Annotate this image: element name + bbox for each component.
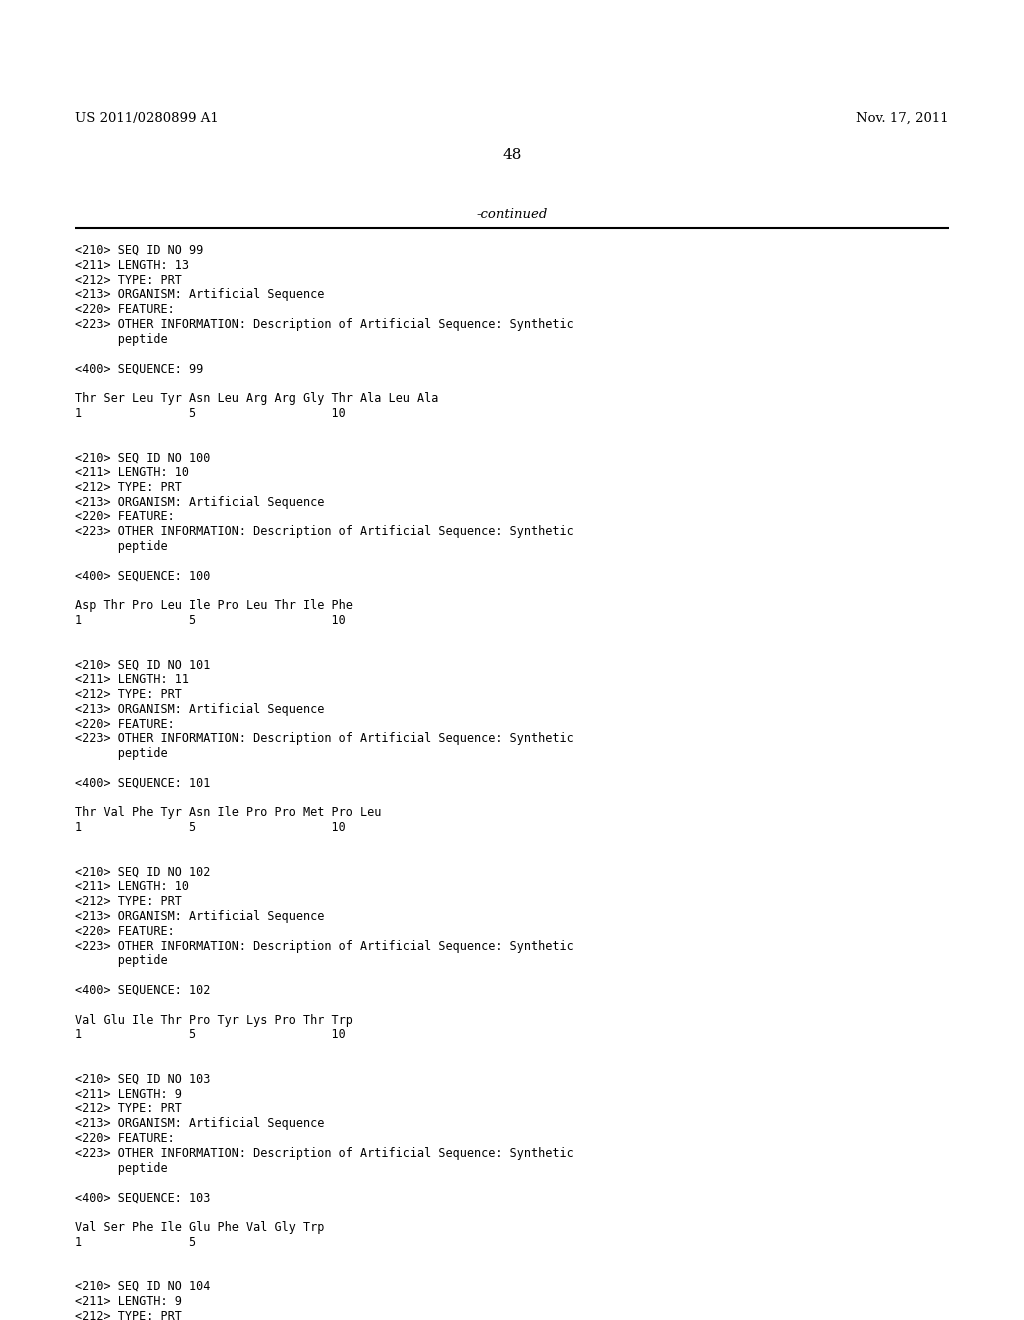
Text: peptide: peptide [75,954,168,968]
Text: 1               5: 1 5 [75,1236,197,1249]
Text: 1               5                   10: 1 5 10 [75,407,346,420]
Text: <211> LENGTH: 10: <211> LENGTH: 10 [75,880,189,894]
Text: <210> SEQ ID NO 103: <210> SEQ ID NO 103 [75,1073,210,1086]
Text: Val Glu Ile Thr Pro Tyr Lys Pro Thr Trp: Val Glu Ile Thr Pro Tyr Lys Pro Thr Trp [75,1014,353,1027]
Text: Val Ser Phe Ile Glu Phe Val Gly Trp: Val Ser Phe Ile Glu Phe Val Gly Trp [75,1221,325,1234]
Text: <210> SEQ ID NO 99: <210> SEQ ID NO 99 [75,244,203,257]
Text: 48: 48 [503,148,521,162]
Text: <400> SEQUENCE: 101: <400> SEQUENCE: 101 [75,776,210,789]
Text: peptide: peptide [75,540,168,553]
Text: <400> SEQUENCE: 103: <400> SEQUENCE: 103 [75,1191,210,1204]
Text: <220> FEATURE:: <220> FEATURE: [75,304,175,317]
Text: <220> FEATURE:: <220> FEATURE: [75,718,175,730]
Text: <210> SEQ ID NO 102: <210> SEQ ID NO 102 [75,866,210,879]
Text: <212> TYPE: PRT: <212> TYPE: PRT [75,480,182,494]
Text: <223> OTHER INFORMATION: Description of Artificial Sequence: Synthetic: <223> OTHER INFORMATION: Description of … [75,733,573,746]
Text: Nov. 17, 2011: Nov. 17, 2011 [856,112,949,125]
Text: <213> ORGANISM: Artificial Sequence: <213> ORGANISM: Artificial Sequence [75,1117,325,1130]
Text: <210> SEQ ID NO 100: <210> SEQ ID NO 100 [75,451,210,465]
Text: 1               5                   10: 1 5 10 [75,1028,346,1041]
Text: <212> TYPE: PRT: <212> TYPE: PRT [75,688,182,701]
Text: <210> SEQ ID NO 101: <210> SEQ ID NO 101 [75,659,210,672]
Text: <212> TYPE: PRT: <212> TYPE: PRT [75,273,182,286]
Text: <211> LENGTH: 9: <211> LENGTH: 9 [75,1088,182,1101]
Text: <212> TYPE: PRT: <212> TYPE: PRT [75,1102,182,1115]
Text: Thr Ser Leu Tyr Asn Leu Arg Arg Gly Thr Ala Leu Ala: Thr Ser Leu Tyr Asn Leu Arg Arg Gly Thr … [75,392,438,405]
Text: <400> SEQUENCE: 100: <400> SEQUENCE: 100 [75,570,210,582]
Text: peptide: peptide [75,747,168,760]
Text: peptide: peptide [75,333,168,346]
Text: <212> TYPE: PRT: <212> TYPE: PRT [75,1309,182,1320]
Text: <213> ORGANISM: Artificial Sequence: <213> ORGANISM: Artificial Sequence [75,495,325,508]
Text: <400> SEQUENCE: 102: <400> SEQUENCE: 102 [75,983,210,997]
Text: <220> FEATURE:: <220> FEATURE: [75,1133,175,1144]
Text: 1               5                   10: 1 5 10 [75,821,346,834]
Text: <220> FEATURE:: <220> FEATURE: [75,511,175,524]
Text: Asp Thr Pro Leu Ile Pro Leu Thr Ile Phe: Asp Thr Pro Leu Ile Pro Leu Thr Ile Phe [75,599,353,612]
Text: <210> SEQ ID NO 104: <210> SEQ ID NO 104 [75,1280,210,1294]
Text: <400> SEQUENCE: 99: <400> SEQUENCE: 99 [75,363,203,375]
Text: <223> OTHER INFORMATION: Description of Artificial Sequence: Synthetic: <223> OTHER INFORMATION: Description of … [75,318,573,331]
Text: <213> ORGANISM: Artificial Sequence: <213> ORGANISM: Artificial Sequence [75,288,325,301]
Text: -continued: -continued [476,209,548,220]
Text: <212> TYPE: PRT: <212> TYPE: PRT [75,895,182,908]
Text: <223> OTHER INFORMATION: Description of Artificial Sequence: Synthetic: <223> OTHER INFORMATION: Description of … [75,940,573,953]
Text: <211> LENGTH: 13: <211> LENGTH: 13 [75,259,189,272]
Text: peptide: peptide [75,1162,168,1175]
Text: <220> FEATURE:: <220> FEATURE: [75,925,175,937]
Text: Thr Val Phe Tyr Asn Ile Pro Pro Met Pro Leu: Thr Val Phe Tyr Asn Ile Pro Pro Met Pro … [75,807,381,820]
Text: <211> LENGTH: 11: <211> LENGTH: 11 [75,673,189,686]
Text: <223> OTHER INFORMATION: Description of Artificial Sequence: Synthetic: <223> OTHER INFORMATION: Description of … [75,1147,573,1160]
Text: <211> LENGTH: 10: <211> LENGTH: 10 [75,466,189,479]
Text: <213> ORGANISM: Artificial Sequence: <213> ORGANISM: Artificial Sequence [75,909,325,923]
Text: <223> OTHER INFORMATION: Description of Artificial Sequence: Synthetic: <223> OTHER INFORMATION: Description of … [75,525,573,539]
Text: 1               5                   10: 1 5 10 [75,614,346,627]
Text: US 2011/0280899 A1: US 2011/0280899 A1 [75,112,219,125]
Text: <213> ORGANISM: Artificial Sequence: <213> ORGANISM: Artificial Sequence [75,702,325,715]
Text: <211> LENGTH: 9: <211> LENGTH: 9 [75,1295,182,1308]
